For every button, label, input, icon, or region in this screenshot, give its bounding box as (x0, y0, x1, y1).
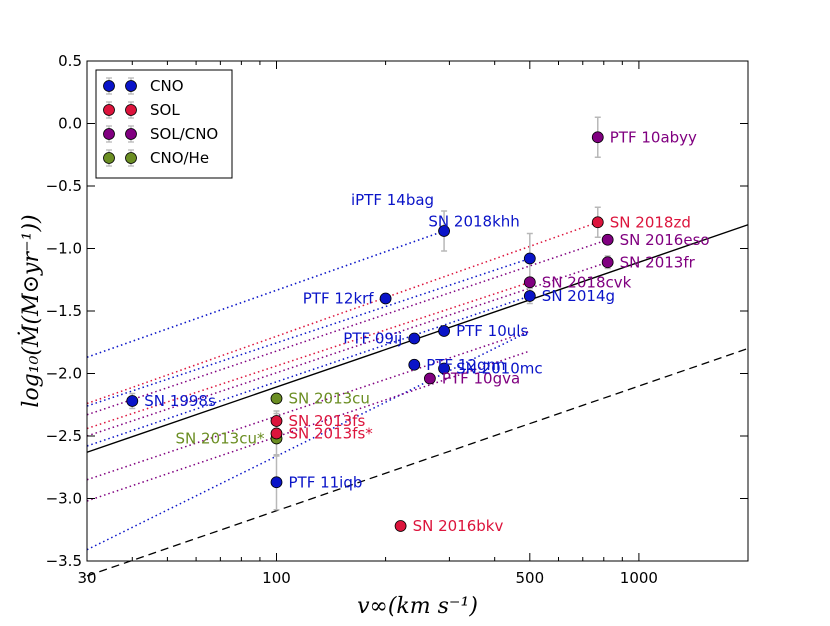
y-tick-label: −2.0 (46, 365, 82, 383)
point-ptf-12gnn (408, 358, 421, 371)
point-label-ptf-12krf: PTF 12krf (303, 290, 375, 308)
line-ptf-10gva (86, 330, 531, 481)
line-sn-2014g (86, 295, 531, 447)
point-label-sn-2010mc: SN 2010mc (456, 360, 543, 378)
point-label-ptf-10uls: PTF 10uls (456, 322, 528, 340)
point-ptf-09ij (408, 332, 421, 345)
legend-label-cno: CNO (150, 77, 184, 95)
y-tick-label: −2.5 (46, 427, 82, 445)
point-label-sn-2018cvk: SN 2018cvk (542, 273, 632, 291)
point-label-sn-2013fr: SN 2013fr (620, 253, 696, 271)
point-label-sn-2013fs: SN 2013fs* (288, 425, 373, 443)
point-sn-2013fs (270, 415, 283, 427)
point-label-sn-2013cu: SN 2013cu (288, 390, 369, 408)
point-ptf-12krf (379, 292, 392, 305)
point-label-sn-2016bkv: SN 2016bkv (413, 517, 504, 535)
line-iptf-14bag (86, 230, 445, 358)
line-ptf-11iqb (86, 330, 531, 551)
legend-label-cno-he: CNO/He (150, 149, 209, 167)
point-label-ptf-10gva: PTF 10gva (442, 370, 520, 388)
point-sn-2013fs (270, 427, 283, 440)
point-ptf-10abyy (591, 131, 604, 144)
point-sn-2014g (523, 290, 536, 302)
point-sn-2010mc (438, 362, 450, 375)
legend-marker-sol (125, 104, 137, 116)
point-iptf-14bag (438, 225, 450, 237)
point-label-sn-2018zd: SN 2018zd (610, 213, 691, 231)
point-label-sn-2013fs: SN 2013fs (288, 412, 365, 430)
line-sn-2013fs (86, 350, 531, 502)
point-sn-2018zd (591, 216, 604, 229)
point-sn-2013fr (601, 256, 614, 269)
point-label-sn-2016eso: SN 2016eso (620, 231, 710, 249)
legend-marker-cno (103, 80, 115, 92)
point-sn-2018khh (523, 252, 536, 265)
y-tick-label: −1.0 (46, 240, 82, 258)
y-tick-label: −3.0 (46, 490, 82, 508)
point-ptf-10gva (423, 372, 436, 385)
legend-marker-sol-cno (103, 128, 115, 140)
line-sn-2018khh (86, 257, 531, 407)
point-label-ptf-11iqb: PTF 11iqb (288, 473, 362, 491)
x-tick-label: 100 (262, 569, 291, 587)
y-tick-label: −3.5 (46, 552, 82, 570)
x-axis-title: v∞(km s⁻¹) (357, 594, 478, 619)
point-labels: SN 1998s PTF 11iqb SN 2013cu SN 2013cu* SN 2… (144, 128, 709, 535)
legend-label-sol-cno: SOL/CNO (150, 125, 218, 143)
legend-label-sol: SOL (150, 101, 180, 119)
y-tick-label: 0.5 (58, 52, 82, 70)
y-tick-label: −0.5 (46, 177, 82, 195)
point-sn-2016eso (601, 233, 614, 246)
point-label-ptf-09ij: PTF 09ij (343, 330, 402, 348)
reference-lines (86, 221, 749, 577)
point-label-ptf-12gnn: PTF 12gnn (426, 356, 505, 374)
y-axis-title: log₁₀(Ṁ(M⊙yr⁻¹)) (17, 214, 44, 407)
legend-marker-sol (103, 104, 115, 116)
line-sn-2018cvk (86, 281, 531, 430)
x-tick-label: 1000 (620, 569, 658, 587)
axis-ticks: 30 100 500 1000 0.5 0.0 −0.5 −1.0 −1.5 −2.0 −2.5 −3… (46, 52, 749, 587)
x-tick-label: 30 (77, 569, 96, 587)
line-sn-2013fr (86, 261, 608, 437)
data-points (126, 131, 614, 532)
y-tick-label: 0.0 (58, 115, 82, 133)
point-label-sn-1998s: SN 1998s (144, 392, 216, 410)
point-label-sn-2014g: SN 2014g (542, 287, 615, 305)
legend: CNO SOL SOL/CNO CNO/He (95, 69, 233, 179)
point-label-sn-2013cu: SN 2013cu* (176, 430, 265, 448)
point-sn-2018cvk (523, 276, 536, 289)
y-tick-label: −1.5 (46, 302, 82, 320)
point-sn-2016bkv (394, 520, 407, 532)
x-tick-label: 500 (515, 569, 544, 587)
line-sn-2018zd (86, 221, 599, 405)
legend-marker-cno (125, 80, 137, 92)
legend-marker-cno-he (103, 152, 115, 164)
line-limit (86, 347, 749, 577)
point-ptf-11iqb (270, 476, 283, 489)
point-label-ptf-10abyy: PTF 10abyy (610, 128, 697, 146)
line-sn-2016eso (86, 239, 608, 416)
point-sn-2013cu (270, 392, 283, 405)
legend-marker-sol-cno (125, 128, 137, 140)
point-ptf-10uls (438, 325, 450, 337)
point-label-iptf-14bag: iPTF 14bag (351, 191, 434, 209)
point-sn-1998s (126, 395, 139, 407)
legend-box (95, 69, 233, 179)
legend-marker-cno-he (125, 152, 137, 164)
point-label-sn-2018khh: SN 2018khh (428, 213, 519, 231)
